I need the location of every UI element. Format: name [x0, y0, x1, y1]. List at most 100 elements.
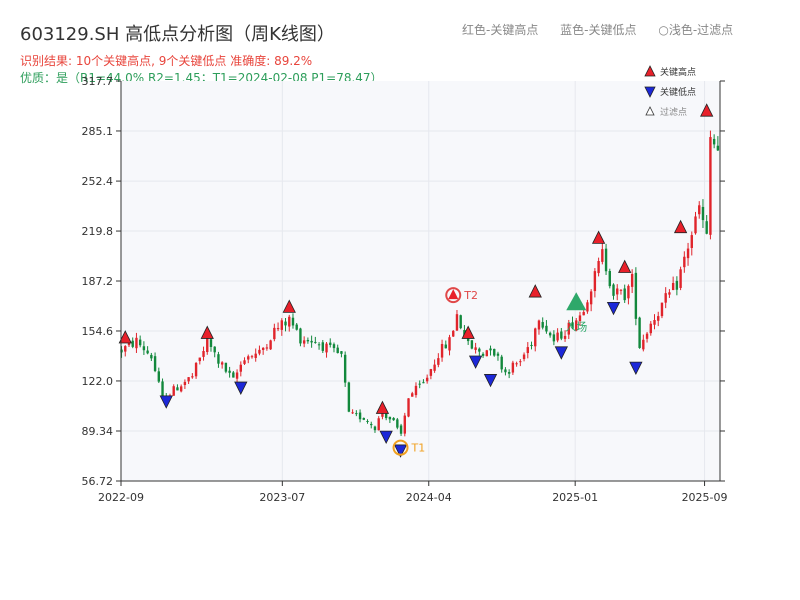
candle-body: [172, 386, 175, 396]
candle-body: [239, 364, 242, 372]
y-tick-label: 187.2: [82, 275, 114, 288]
key-low-marker: [554, 346, 568, 360]
candle-body: [250, 356, 254, 358]
candle-body: [515, 363, 518, 365]
candle-body: [138, 339, 142, 346]
t1-label: T1: [411, 442, 426, 455]
candle-body: [373, 426, 377, 431]
chart-title: 603129.SH 高低点分析图（周K线图）: [20, 24, 335, 45]
candle-body: [507, 372, 511, 374]
key-high-marker: [118, 330, 132, 344]
key-high-marker: [528, 284, 542, 298]
candle-body: [627, 285, 630, 299]
candle-body: [496, 353, 500, 356]
candle-body: [265, 347, 269, 349]
candle-body: [321, 342, 324, 351]
candle-body: [649, 323, 652, 334]
candle-body: [701, 206, 705, 221]
entry-marker: [566, 292, 587, 311]
candle-body: [135, 337, 138, 349]
candle-body: [146, 350, 149, 354]
candle-body: [254, 353, 257, 358]
key-low-marker: [483, 374, 498, 388]
candle-body: [671, 283, 675, 291]
candle-body: [429, 369, 433, 376]
legend-high-symbol: [644, 65, 656, 77]
y-tick-label: 154.6: [82, 325, 114, 338]
candle-body: [474, 347, 477, 350]
candle-body: [679, 269, 682, 288]
candle-body: [362, 418, 365, 420]
legend-filtered-label: 过滤点: [660, 106, 687, 118]
candle-body: [187, 377, 190, 382]
markers-group: T1 T2 入场: [118, 103, 714, 458]
candle-body: [153, 356, 157, 372]
candle-body: [660, 302, 664, 317]
candle-body: [422, 382, 425, 384]
candle-body: [157, 371, 161, 382]
candle-body: [526, 347, 529, 354]
candle-body: [351, 412, 354, 414]
candle-body: [194, 362, 198, 377]
candle-body: [355, 413, 358, 415]
candle-body: [548, 332, 552, 336]
candle-body: [284, 321, 287, 326]
candle-body: [567, 322, 570, 335]
candle-body: [601, 249, 604, 262]
ticks-group: 56.72 89.34 122.0 154.6 187.2 219.8 252.4 285.1…: [82, 75, 728, 504]
candle-body: [705, 221, 708, 234]
key-high-marker: [618, 259, 632, 273]
x-tick-label: 2022-09: [98, 491, 144, 504]
legend-high-label: 关键高点: [660, 66, 696, 78]
candle-body: [657, 316, 660, 321]
candle-body: [299, 328, 302, 344]
legend-blue-text: 蓝色-关键低点: [560, 23, 637, 37]
candle-body: [235, 372, 239, 379]
candle-body: [179, 386, 183, 392]
candle-body: [343, 354, 347, 383]
candle-body: [399, 425, 403, 434]
x-tick-label: 2025-01: [552, 491, 598, 504]
candle-body: [634, 272, 638, 319]
y-tick-label: 56.72: [82, 475, 114, 488]
t2-label: T2: [463, 289, 478, 302]
candle-body: [302, 340, 306, 344]
candle-body: [336, 347, 339, 354]
candle-body: [131, 340, 134, 347]
candle-body: [504, 369, 507, 373]
candle-body: [616, 288, 619, 295]
top-legend: 红色-关键高点 蓝色-关键低点 ○浅色-过滤点: [462, 21, 751, 38]
candle-body: [209, 339, 213, 347]
candle-body: [668, 292, 671, 295]
candle-body: [176, 387, 179, 391]
candle-body: [183, 381, 187, 386]
candle-body: [288, 316, 291, 327]
key-high-marker: [461, 325, 475, 339]
y-tick-label: 317.7: [82, 75, 114, 88]
candle-body: [384, 412, 388, 419]
candle-body: [470, 340, 474, 349]
t2-circle: [445, 287, 462, 304]
candle-body: [489, 348, 492, 351]
candle-body: [437, 358, 440, 365]
candle-body: [291, 317, 295, 326]
candle-body: [589, 291, 593, 305]
candle-body: [664, 293, 667, 303]
candle-body: [340, 351, 343, 354]
candle-body: [466, 338, 470, 342]
candle-body: [556, 332, 559, 341]
candle-body: [485, 350, 488, 357]
candle-body: [306, 339, 310, 342]
key-high-marker: [282, 299, 296, 313]
candle-body: [388, 416, 392, 420]
candle-body: [191, 376, 194, 378]
candle-body: [347, 382, 351, 412]
key-high-marker: [200, 325, 214, 339]
candle-body: [444, 344, 447, 349]
candle-body: [612, 284, 615, 296]
candle-body: [560, 331, 563, 339]
result-summary: 识别结果: 10个关键高点, 9个关键低点 准确度: 89.2%: [20, 54, 313, 68]
candle-body: [500, 356, 503, 370]
candle-body: [698, 205, 701, 215]
